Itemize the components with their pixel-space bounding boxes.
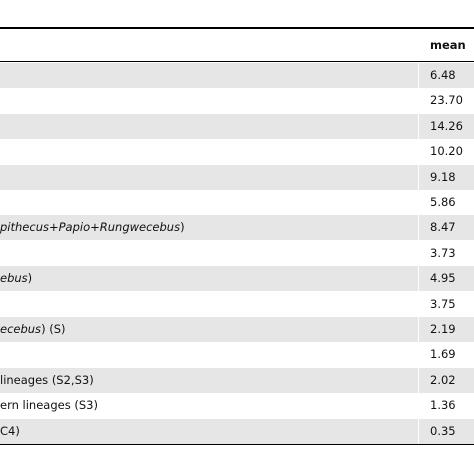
mean-value: 1.69 [430,347,456,362]
column-separator [418,164,419,190]
label-segment: ) (S) [41,322,66,336]
mean-value: 3.73 [430,245,456,260]
mean-value: 8.47 [430,220,456,235]
table-row: 10.20 [0,139,474,165]
label-segment: ebus [0,271,28,286]
table-row: pithecus+Papio+Rungwecebus) 8.47 [0,215,474,241]
column-separator [418,418,419,444]
table-row: 1.69 [0,342,474,368]
row-label: ebus) [0,266,32,291]
table-row: 5.86 [0,190,474,215]
mean-value: 0.35 [430,423,456,438]
table-row: 6.48 [0,63,474,88]
mean-value: 10.20 [430,144,463,159]
column-separator [418,113,419,139]
column-separator [418,367,419,393]
table-row: 23.70 [0,88,474,114]
column-separator [418,240,419,266]
table-row: 3.73 [0,240,474,266]
label-segment: ern lineages (S3) [0,398,98,413]
column-separator [418,266,419,292]
bottom-rule [0,444,474,445]
mean-value: 9.18 [430,169,456,184]
column-separator [418,190,419,215]
column-separator [418,63,419,88]
mean-value: 2.19 [430,322,456,336]
label-segment: ecebus [0,322,42,336]
column-separator [418,393,419,419]
header-rule [0,61,474,62]
column-separator [418,317,419,342]
label-segment: pithecus+Papio+Rungwecebus [0,220,181,235]
table-row: ecebus) (S) 2.19 [0,317,474,342]
row-label: ecebus) (S) [0,317,65,342]
row-label: lineages (S2,S3) [0,368,94,393]
table-row: 14.26 [0,113,474,139]
column-separator [418,342,419,368]
mean-value: 23.70 [430,93,463,108]
mean-value: 6.48 [430,68,456,82]
label-segment: lineages (S2,S3) [0,372,94,387]
row-label: C4) [0,419,20,444]
label-segment: C4) [0,423,20,438]
column-separator [418,139,419,165]
mean-value: 4.95 [430,271,456,286]
label-segment: ) [27,271,33,286]
table-row: ern lineages (S3) 1.36 [0,393,474,419]
table-row: 3.75 [0,291,474,317]
mean-value: 1.36 [430,398,456,413]
column-header: mean [430,38,466,52]
column-separator [418,215,419,241]
mean-value: 2.02 [430,372,456,387]
table-row: lineages (S2,S3) 2.02 [0,367,474,393]
column-separator [418,88,419,114]
row-label: ern lineages (S3) [0,393,98,418]
top-rule [0,27,474,29]
mean-value: 3.75 [430,296,456,311]
label-segment: ) [180,220,185,235]
table-row: ebus) 4.95 [0,266,474,292]
table-row: 9.18 [0,164,474,190]
mean-value: 14.26 [430,118,463,133]
row-label: pithecus+Papio+Rungwecebus) [0,215,185,240]
mean-value: 5.86 [430,195,456,209]
column-separator [418,291,419,317]
table-row: C4) 0.35 [0,418,474,444]
